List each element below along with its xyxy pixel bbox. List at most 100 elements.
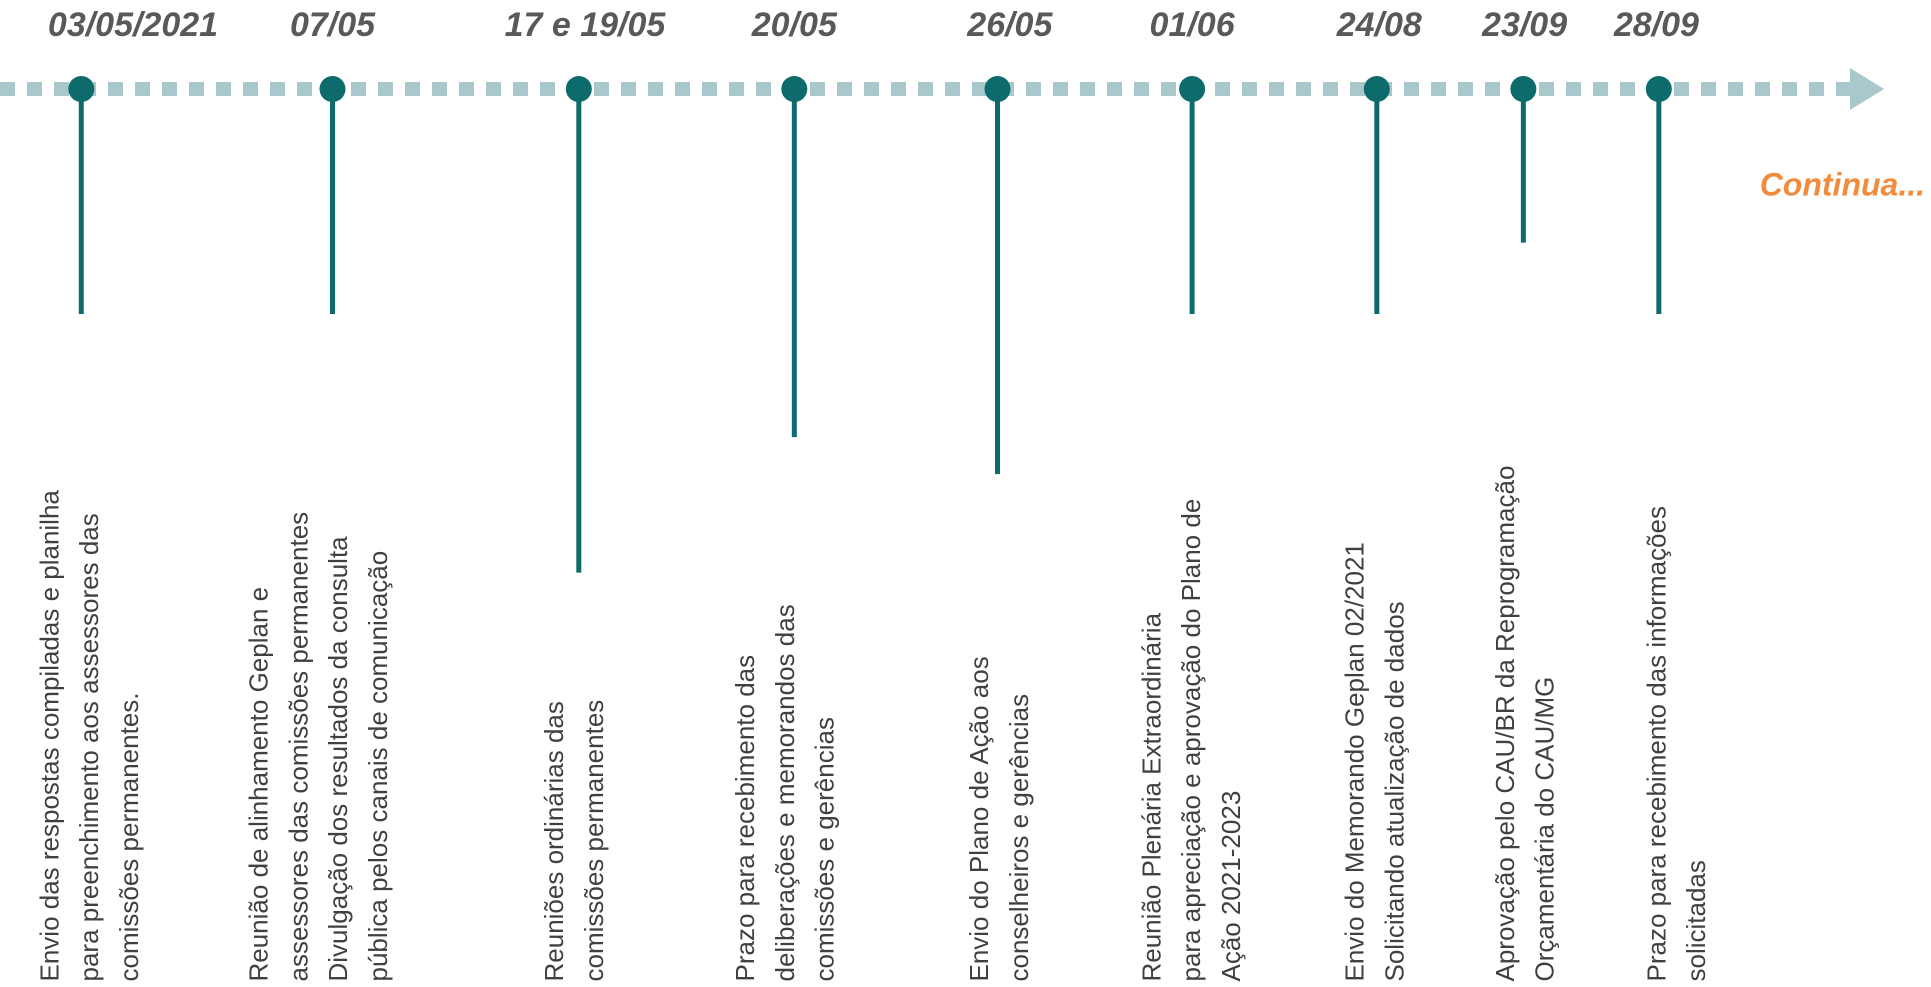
- track-dash: [1539, 82, 1554, 96]
- track-dash: [1296, 82, 1311, 96]
- track-dash: [1242, 82, 1257, 96]
- track-dash: [1053, 82, 1068, 96]
- event-dot: [1179, 76, 1206, 102]
- track-dash: [135, 82, 150, 96]
- event-date: 20/05: [751, 6, 838, 44]
- track-dash: [1269, 82, 1284, 96]
- timeline-track: [0, 82, 1851, 96]
- track-dash: [810, 82, 825, 96]
- event-date: 03/05/2021: [48, 6, 218, 44]
- track-dash: [108, 82, 123, 96]
- track-dash: [243, 82, 258, 96]
- track-dash: [729, 82, 744, 96]
- event-description: Envio do Memorando Geplan 02/2021: [1340, 542, 1370, 981]
- event-date: 17 e 19/05: [505, 6, 667, 44]
- event-date: 01/06: [1150, 6, 1236, 44]
- track-dash: [1026, 82, 1041, 96]
- track-dash: [378, 82, 393, 96]
- track-dash: [1755, 82, 1770, 96]
- track-dash: [513, 82, 528, 96]
- track-dash: [1485, 82, 1500, 96]
- track-dash: [27, 82, 42, 96]
- event-description: Reuniões ordinárias das: [539, 701, 569, 981]
- event-dot: [68, 76, 95, 102]
- event-dot: [1363, 76, 1390, 102]
- event-description: Envio das respostas compiladas e planilh…: [34, 490, 64, 982]
- track-dash: [270, 82, 285, 96]
- event-description: conselheiros e gerências: [1004, 694, 1034, 982]
- track-dash: [1566, 82, 1581, 96]
- track-dash: [486, 82, 501, 96]
- track-dash: [1620, 82, 1635, 96]
- event-description: comissões permanentes.: [114, 692, 144, 981]
- track-dash: [162, 82, 177, 96]
- track-dash: [756, 82, 771, 96]
- track-dash: [1134, 82, 1149, 96]
- track-dash: [297, 82, 312, 96]
- track-dash: [864, 82, 879, 96]
- event-description: assessores das comissões permanentes: [283, 512, 313, 982]
- event-description: Orçamentária do CAU/MG: [1530, 677, 1560, 982]
- event-description: Prazo para recebimento das: [730, 655, 760, 982]
- track-dash: [1107, 82, 1122, 96]
- event-description: pública pelos canais de comunicação: [363, 551, 393, 982]
- track-dash: [1836, 82, 1851, 96]
- event-description: comissões e gerências: [810, 717, 840, 981]
- track-dash: [648, 82, 663, 96]
- event-dot: [781, 76, 808, 102]
- track-dash: [1674, 82, 1689, 96]
- track-dash: [540, 82, 555, 96]
- arrow-head: [1850, 68, 1884, 110]
- track-dash: [0, 82, 15, 96]
- track-dash: [1458, 82, 1473, 96]
- event-description: Reunião de alinhamento Geplan e: [244, 587, 274, 982]
- event-dot: [565, 76, 592, 102]
- track-dash: [1782, 82, 1797, 96]
- event-description: deliberações e memorandos das: [770, 604, 800, 981]
- track-dash: [216, 82, 231, 96]
- event-description: Prazo para recebimento das informações: [1641, 506, 1671, 981]
- event-description: Divulgação dos resultados da consulta: [323, 536, 353, 982]
- event-date: 28/09: [1613, 6, 1699, 44]
- track-dash: [189, 82, 204, 96]
- track-dash: [891, 82, 906, 96]
- track-dash: [54, 82, 69, 96]
- track-dash: [1161, 82, 1176, 96]
- event-description: Reunião Plenária Extraordinária: [1136, 612, 1166, 981]
- event-date: 07/05: [290, 6, 376, 44]
- event-dot: [984, 76, 1011, 102]
- track-dash: [1593, 82, 1608, 96]
- event-description: Solicitando atualização de dados: [1379, 601, 1409, 981]
- event-dot: [1510, 76, 1537, 102]
- track-dash: [1323, 82, 1338, 96]
- track-dash: [1701, 82, 1716, 96]
- track-dash: [1350, 82, 1365, 96]
- track-dash: [837, 82, 852, 96]
- event-description: comissões permanentes: [579, 700, 609, 982]
- event-date: 24/08: [1336, 6, 1422, 44]
- track-dash: [702, 82, 717, 96]
- track-dash: [945, 82, 960, 96]
- event-description: para preenchimento aos assessores das: [74, 513, 104, 981]
- track-dash: [432, 82, 447, 96]
- event-description: Ação 2021-2023: [1216, 791, 1246, 982]
- event-description: solicitadas: [1681, 860, 1711, 981]
- track-dash: [459, 82, 474, 96]
- event-description: Envio do Plano de Ação aos: [964, 656, 994, 981]
- event-description: Aprovação pelo CAU/BR da Reprogramação: [1490, 466, 1520, 982]
- track-dash: [1080, 82, 1095, 96]
- track-dash: [1728, 82, 1743, 96]
- track-dash: [594, 82, 609, 96]
- track-dash: [972, 82, 987, 96]
- event-dot: [1645, 76, 1672, 102]
- event-date: 23/09: [1481, 6, 1567, 44]
- track-dash: [1431, 82, 1446, 96]
- continue-label: Continua...: [1760, 166, 1925, 202]
- track-dash: [1809, 82, 1824, 96]
- track-dash: [918, 82, 933, 96]
- event-dot: [319, 76, 346, 102]
- track-dash: [1404, 82, 1419, 96]
- event-date: 26/05: [966, 6, 1053, 44]
- track-dash: [1215, 82, 1230, 96]
